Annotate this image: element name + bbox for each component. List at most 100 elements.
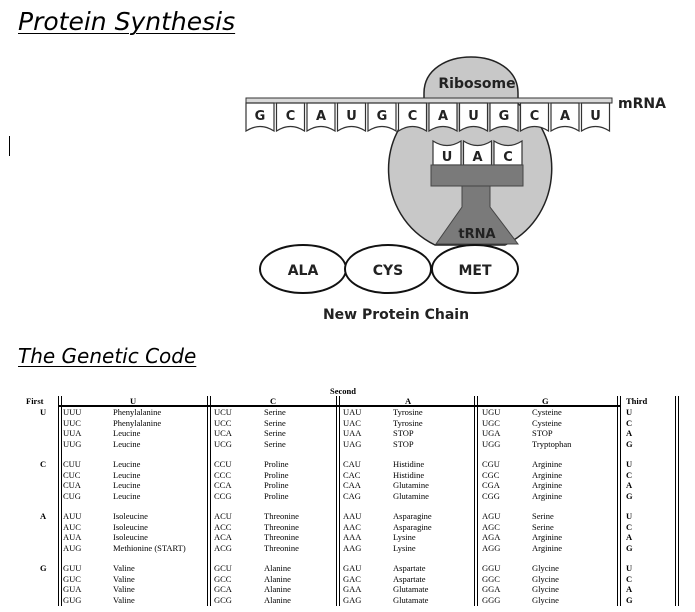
codon: CCA — [214, 480, 232, 490]
third-base-label: C — [626, 469, 633, 480]
codon: AAC — [343, 521, 361, 532]
table-divider — [474, 396, 475, 606]
amino-acid-name: Phenylalanine — [113, 417, 162, 428]
trna-stem — [435, 185, 520, 245]
amino-acid-name: Arginine — [532, 532, 563, 542]
amino-acid-name: Glutamine — [393, 490, 429, 501]
amino-acid-name: Alanine — [264, 594, 291, 605]
amino-acid-name: Tyrosine — [393, 417, 423, 428]
codon: CCC — [214, 469, 232, 480]
table-divider — [617, 396, 618, 606]
anticodon-base: A — [462, 139, 493, 166]
mrna-base-letter: U — [468, 109, 479, 124]
codon: UGA — [482, 428, 501, 438]
amino-acid-name: Leucine — [113, 459, 141, 469]
codon: AGU — [482, 511, 501, 521]
mrna-base: G — [245, 102, 275, 133]
third-header: Third — [626, 396, 648, 406]
codon: GAG — [343, 594, 362, 605]
anticodon-letter: C — [503, 150, 513, 165]
amino-acid: MET — [431, 244, 519, 294]
first-base-label: C — [40, 459, 47, 469]
codon: UCG — [214, 438, 232, 449]
codon: AGG — [482, 542, 501, 553]
second-base-header: G — [542, 396, 549, 406]
mrna-base: U — [336, 102, 367, 133]
codon: UUC — [63, 417, 81, 428]
codon: CGA — [482, 480, 500, 490]
amino-acid-name: Asparagine — [393, 521, 432, 532]
anticodon-base: C — [493, 139, 523, 166]
codon: GAC — [343, 573, 361, 584]
amino-acid-name: Leucine — [113, 490, 141, 501]
codon: GCA — [214, 584, 232, 594]
third-base-label: G — [626, 594, 633, 605]
amino-acid-name: Serine — [264, 417, 286, 428]
third-base-label: U — [626, 407, 633, 417]
codon: AUG — [63, 542, 82, 553]
codon: AAA — [343, 532, 362, 542]
table-divider — [477, 396, 478, 606]
codon: UCU — [214, 407, 232, 417]
codon: CUG — [63, 490, 81, 501]
third-base-label: U — [626, 511, 633, 521]
codon: ACA — [214, 532, 232, 542]
amino-acid-name: Valine — [113, 573, 135, 584]
amino-acid-name: Serine — [532, 511, 554, 521]
mrna-base-letter: G — [255, 109, 266, 124]
mrna-base: U — [580, 102, 611, 133]
amino-acid-name: Leucine — [113, 438, 141, 449]
amino-acid-name: Methionine (START) — [113, 542, 186, 553]
amino-acid-name: Alanine — [264, 563, 291, 573]
protein-synthesis-diagram: G C A U G C A U G C A U mRNA Ribosome U A C tRNA ALA C… — [245, 56, 666, 323]
codon: AAU — [343, 511, 362, 521]
anticodon-letter: A — [472, 150, 482, 165]
amino-acid-name: Arginine — [532, 469, 563, 480]
amino-acid-chain: ALA CYS MET — [259, 244, 519, 294]
third-base-label: A — [626, 532, 633, 542]
codon: GCU — [214, 563, 232, 573]
anticodon-base: U — [432, 139, 462, 166]
protein-synthesis-heading: Protein Synthesis — [18, 7, 236, 36]
table-divider — [210, 396, 211, 606]
third-base-label: G — [626, 490, 633, 501]
mrna-base: C — [275, 102, 306, 133]
mrna-base-letter: A — [560, 109, 570, 124]
mrna-base-letter: C — [530, 109, 540, 124]
codon: GGU — [482, 563, 501, 573]
amino-acid-name: Tryptophan — [532, 438, 572, 449]
amino-acid-name: Proline — [264, 459, 289, 469]
amino-acid-label: CYS — [373, 263, 404, 279]
amino-acid-name: Lysine — [393, 532, 416, 542]
third-base-label: A — [626, 480, 633, 490]
mrna-base: G — [367, 102, 397, 133]
mrna-base-letter: U — [590, 109, 601, 124]
codon: GUU — [63, 563, 82, 573]
mrna-base: A — [550, 102, 580, 133]
trna-bar — [430, 164, 524, 187]
codon: AUU — [63, 511, 82, 521]
amino-acid-name: Valine — [113, 584, 135, 594]
amino-acid-name: STOP — [393, 438, 414, 449]
codon: GGA — [482, 584, 501, 594]
codon: GGC — [482, 573, 500, 584]
mrna-base: U — [458, 102, 489, 133]
mrna-base-letter: G — [377, 109, 388, 124]
amino-acid-name: Leucine — [113, 480, 141, 490]
codon: AUA — [63, 532, 82, 542]
mrna-base-letter: C — [408, 109, 418, 124]
codon: AUC — [63, 521, 81, 532]
codon: AGA — [482, 532, 501, 542]
amino-acid-name: Proline — [264, 469, 289, 480]
codon: GAU — [343, 563, 362, 573]
amino-acid-name: Glycine — [532, 584, 559, 594]
amino-acid-name: Alanine — [264, 573, 291, 584]
mrna-base: G — [489, 102, 519, 133]
mrna-strand — [245, 97, 613, 104]
amino-acid-name: Valine — [113, 563, 135, 573]
amino-acid-name: Glutamine — [393, 480, 429, 490]
amino-acid-name: Arginine — [532, 480, 563, 490]
table-divider — [207, 396, 208, 606]
codon: GAA — [343, 584, 362, 594]
amino-acid-label: MET — [458, 263, 491, 279]
